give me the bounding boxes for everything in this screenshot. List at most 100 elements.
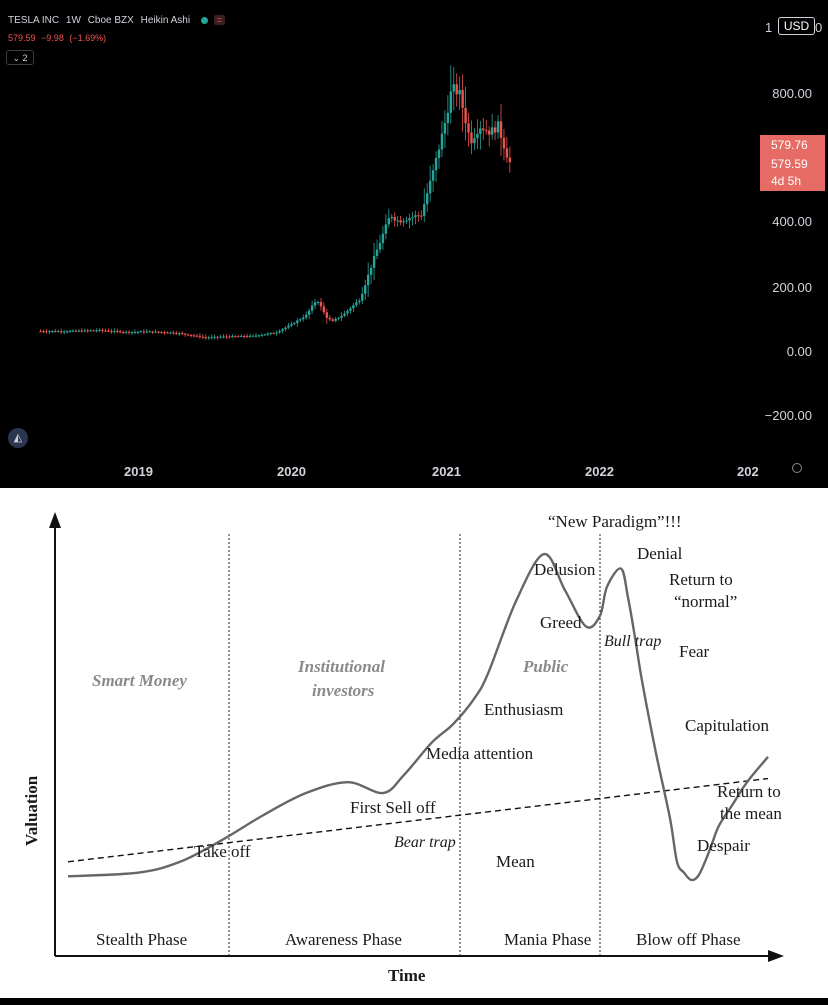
x-axis-label: Time: [388, 966, 426, 985]
x-tick-label: 2020: [277, 464, 306, 479]
candle-body: [39, 331, 42, 333]
candle-body: [417, 215, 420, 217]
candle-body: [275, 332, 278, 334]
chart-style-label[interactable]: Heikin Ashi: [140, 15, 191, 26]
annotation-label: the mean: [720, 804, 782, 823]
candle-body: [281, 329, 284, 332]
candle-body: [260, 334, 264, 336]
gear-icon[interactable]: [792, 463, 802, 473]
candle-body: [496, 121, 500, 133]
candle-body: [130, 332, 134, 334]
exchange-label: Cboe BZX: [87, 15, 134, 26]
candle-body: [319, 301, 323, 307]
bottom-border: [0, 998, 828, 1005]
candle-body: [458, 89, 461, 95]
y-tick-label: −200.00: [764, 408, 812, 423]
candle-body: [322, 306, 326, 313]
candle-body: [455, 84, 458, 95]
candle-body: [473, 138, 476, 144]
candle-body: [476, 133, 479, 139]
candle-body: [272, 333, 275, 335]
candle-body: [225, 336, 228, 338]
annotation-label: Media attention: [426, 744, 534, 763]
phase-label: Stealth Phase: [96, 930, 188, 949]
candle-body: [180, 333, 184, 335]
candle-body: [414, 215, 417, 218]
last-price: 579.59: [8, 33, 36, 43]
candle-body: [65, 331, 69, 333]
candle-body: [299, 319, 302, 321]
tradingview-icon[interactable]: ◭: [8, 428, 28, 448]
candle-body: [393, 216, 396, 221]
candle-body: [242, 335, 246, 337]
annotation-label: Denial: [637, 544, 683, 563]
candle-body: [470, 132, 473, 144]
candle-body: [443, 122, 447, 134]
y-tick-label: 0.00: [786, 344, 812, 359]
candle-body: [287, 325, 290, 328]
candle-body: [254, 335, 258, 337]
candle-body: [240, 335, 243, 337]
candle-body: [366, 274, 370, 286]
candle-body: [296, 320, 299, 324]
candle-body: [166, 332, 169, 334]
candle-body: [210, 337, 213, 339]
candle-body: [346, 310, 349, 314]
candle-body: [101, 329, 104, 331]
candle-body: [201, 336, 205, 338]
price-change: −9.98: [41, 33, 64, 43]
candle-body: [487, 130, 491, 135]
x-tick-label: 202: [737, 464, 759, 479]
price-chart-panel[interactable]: TESLA INC 1W Cboe BZX Heikin Ashi = 579.…: [0, 0, 828, 488]
valuation-curve: [67, 552, 769, 882]
candle-body: [248, 335, 252, 337]
candle-body: [133, 331, 137, 333]
symbol-name: TESLA INC: [8, 15, 60, 26]
annotation-label: Bull trap: [604, 633, 662, 650]
y-tick-label: 200.00: [772, 280, 812, 295]
candle-body: [313, 302, 317, 306]
candle-body: [86, 330, 89, 332]
candle-body: [384, 224, 388, 234]
y-axis-arrow: [49, 512, 61, 528]
candle-body: [307, 310, 311, 315]
candle-body: [142, 331, 146, 333]
candle-body: [48, 331, 51, 333]
candle-body: [83, 330, 86, 332]
price-tag-box: [760, 135, 825, 191]
candle-body: [420, 215, 423, 217]
candle-body: [45, 331, 48, 333]
candle-body: [426, 193, 429, 205]
candle-body: [178, 333, 181, 335]
candle-body: [269, 333, 272, 335]
candle-body: [364, 285, 367, 294]
candle-body: [175, 333, 178, 335]
y-axis-top-tick-end: 0: [815, 20, 823, 35]
group-label: Institutional: [298, 657, 385, 676]
currency-button[interactable]: USD: [778, 17, 815, 35]
symbol-header: TESLA INC 1W Cboe BZX Heikin Ashi =: [8, 15, 229, 26]
candle-body: [505, 148, 509, 158]
candlestick-chart[interactable]: [0, 0, 828, 488]
phase-label: Mania Phase: [504, 930, 592, 949]
candle-body: [237, 336, 240, 338]
candle-body: [490, 127, 494, 135]
candle-body: [375, 249, 379, 257]
candle-body: [219, 336, 222, 338]
candle-body: [358, 300, 361, 303]
candle-body: [139, 331, 143, 333]
candle-body: [284, 327, 287, 330]
candle-body: [440, 133, 444, 150]
candle-body: [369, 267, 373, 275]
candle-body: [95, 330, 98, 332]
candle-body: [381, 233, 385, 243]
candle-body: [464, 107, 467, 124]
indicator-toggle-button[interactable]: ⌄ 2: [6, 50, 34, 65]
candle-body: [266, 333, 269, 335]
interval-label[interactable]: 1W: [65, 15, 81, 26]
candle-body: [467, 123, 470, 133]
candle-body: [183, 333, 187, 335]
candle-body: [446, 112, 450, 123]
candle-body: [127, 331, 131, 333]
candle-body: [372, 256, 376, 268]
